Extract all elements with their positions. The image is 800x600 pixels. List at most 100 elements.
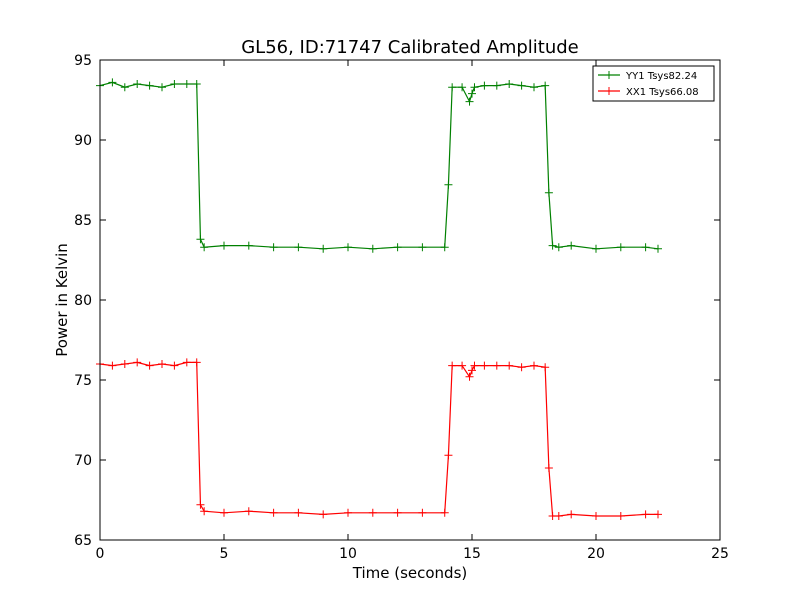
- data-point-marker: [492, 361, 501, 370]
- data-point-marker: [616, 243, 625, 252]
- data-point-marker: [480, 81, 489, 90]
- plot-frame: [99, 59, 721, 541]
- data-point-marker: [200, 243, 209, 252]
- data-point-marker: [294, 243, 303, 252]
- data-point-marker: [448, 83, 457, 92]
- data-point-marker: [616, 512, 625, 520]
- data-point-marker: [440, 243, 449, 252]
- data-point-marker: [465, 97, 474, 106]
- data-point-marker: [548, 241, 557, 250]
- data-point-marker: [192, 80, 201, 88]
- data-point-marker: [145, 361, 154, 370]
- data-point-marker: [319, 510, 328, 519]
- data-point-marker: [541, 81, 550, 90]
- y-tick-label: 70: [74, 453, 92, 469]
- data-point-marker: [108, 361, 117, 370]
- legend-marker: [605, 87, 613, 95]
- data-point-marker: [654, 244, 662, 253]
- data-point-marker: [470, 361, 479, 370]
- data-point-marker: [554, 243, 563, 252]
- data-point-marker: [393, 243, 402, 252]
- data-point-marker: [269, 243, 278, 252]
- data-point-marker: [468, 366, 476, 375]
- data-point-marker: [530, 361, 538, 370]
- data-point-marker: [368, 244, 377, 253]
- data-point-marker: [269, 508, 278, 517]
- data-point-marker: [641, 510, 650, 519]
- data-point-marker: [592, 244, 600, 253]
- data-point-marker: [120, 83, 129, 92]
- data-point-marker: [468, 89, 476, 98]
- y-tick-label: 85: [74, 213, 92, 229]
- data-point-marker: [554, 512, 563, 520]
- data-point-marker: [544, 188, 553, 197]
- data-point-marker: [641, 243, 650, 252]
- data-point-marker: [517, 363, 526, 372]
- y-tick-label: 75: [74, 373, 92, 389]
- data-point-marker: [440, 508, 449, 517]
- y-tick-label: 90: [74, 133, 92, 149]
- data-point-marker: [517, 81, 526, 90]
- data-point-marker: [244, 507, 253, 516]
- data-point-marker: [220, 241, 228, 250]
- data-point-marker: [470, 83, 479, 92]
- data-point-marker: [220, 508, 228, 517]
- legend-marker: [605, 71, 613, 79]
- data-point-marker: [458, 83, 467, 92]
- data-point-marker: [530, 83, 538, 92]
- data-point-marker: [544, 464, 553, 472]
- data-point-marker: [133, 80, 142, 88]
- data-point-marker: [196, 500, 205, 509]
- series-2: [96, 358, 662, 520]
- x-tick-label: 5: [220, 546, 229, 562]
- data-point-marker: [444, 451, 453, 460]
- y-tick-label: 65: [74, 533, 92, 549]
- ticks-layer: 0 5 10 15 20 25 65 70 75 80 85 90 95: [74, 53, 729, 562]
- data-point-marker: [505, 80, 514, 88]
- data-point-marker: [133, 358, 142, 367]
- data-point-marker: [344, 243, 352, 252]
- data-point-marker: [200, 507, 209, 516]
- series-layer: [96, 78, 662, 520]
- legend-entry-label: YY1 Tsys82.24: [625, 71, 697, 82]
- data-point-marker: [170, 80, 179, 88]
- chart-title: GL56, ID:71747 Calibrated Amplitude: [241, 37, 579, 58]
- data-point-marker: [418, 508, 427, 517]
- data-point-marker: [448, 361, 457, 370]
- data-point-marker: [541, 363, 550, 372]
- data-point-marker: [418, 243, 427, 252]
- data-point-marker: [196, 235, 205, 244]
- data-point-marker: [244, 241, 253, 250]
- data-point-marker: [505, 361, 514, 370]
- data-point-marker: [170, 361, 179, 370]
- data-point-marker: [294, 508, 303, 517]
- x-tick-label: 0: [96, 546, 105, 562]
- data-point-marker: [654, 510, 662, 519]
- data-point-marker: [145, 81, 154, 90]
- data-point-marker: [480, 361, 489, 370]
- data-point-marker: [465, 372, 474, 381]
- data-point-marker: [393, 508, 402, 517]
- x-tick-label: 15: [463, 546, 481, 562]
- data-point-marker: [344, 508, 352, 517]
- data-point-marker: [108, 78, 117, 87]
- series-1: [96, 78, 662, 253]
- data-point-marker: [158, 360, 166, 368]
- data-point-marker: [158, 83, 166, 92]
- legend-box: [592, 65, 715, 102]
- data-point-marker: [120, 360, 129, 368]
- data-point-marker: [492, 81, 501, 90]
- y-tick-label: 95: [74, 53, 92, 69]
- data-point-marker: [182, 358, 191, 367]
- data-point-marker: [368, 508, 377, 517]
- x-axis-label: Time (seconds): [352, 564, 468, 582]
- x-tick-label: 20: [587, 546, 605, 562]
- legend-entry-label: XX1 Tsys66.08: [626, 87, 699, 98]
- data-point-marker: [567, 510, 576, 519]
- y-tick-label: 80: [74, 293, 92, 309]
- data-point-marker: [192, 358, 201, 367]
- data-point-marker: [592, 512, 600, 520]
- data-point-marker: [458, 361, 467, 370]
- x-tick-label: 10: [339, 546, 357, 562]
